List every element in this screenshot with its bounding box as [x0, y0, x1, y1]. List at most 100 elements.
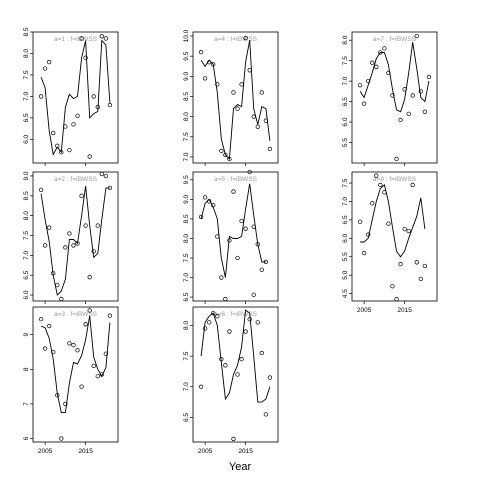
y-tick-label: 7.5: [183, 351, 190, 360]
y-tick-label: 7.5: [183, 253, 190, 262]
y-tick-label: 7.0: [342, 197, 349, 206]
observed-point: [361, 250, 367, 256]
observed-point: [38, 187, 44, 193]
observed-point: [59, 436, 64, 441]
observed-point: [247, 317, 252, 322]
observed-point: [406, 228, 411, 234]
observed-point: [107, 313, 113, 318]
observed-point: [79, 193, 84, 198]
panel-7: a=7 : f=IBWSS 5.5 6.0 6.5 7.0 7.5 8.0: [342, 31, 438, 166]
observed-point: [263, 259, 269, 265]
observed-point: [51, 349, 56, 355]
observed-point: [215, 82, 220, 87]
panel-2: a=2 : f=IBWSS 6.0 6.5 7.0 7.5 8.0 8.5 9.0: [23, 171, 119, 304]
observed-point: [99, 34, 104, 39]
observed-point: [406, 111, 411, 117]
panel-title: a=7 : f=IBWSS: [373, 36, 417, 43]
y-tick-label: 7.0: [183, 382, 190, 391]
observed-point: [55, 393, 60, 398]
observed-point: [51, 130, 56, 136]
panel-3: a=3 : f=IBWSS 6 7 8 9 2005 2015: [23, 306, 119, 455]
x-tick-label: 2015: [78, 448, 93, 455]
observed-point: [207, 320, 212, 325]
observed-point: [259, 267, 264, 272]
observed-point: [198, 50, 204, 55]
observed-point: [410, 93, 415, 98]
observed-point: [426, 74, 432, 80]
observed-point: [51, 271, 56, 276]
y-tick-label: 6.5: [183, 292, 190, 301]
observed-point: [357, 83, 363, 88]
observed-point: [414, 33, 419, 39]
y-tick-label: 8.0: [342, 35, 349, 44]
y-tick-label: 8: [23, 367, 30, 371]
observed-point: [259, 350, 264, 356]
y-tick-label: 4.5: [342, 289, 349, 298]
observed-point: [79, 36, 84, 41]
observed-point: [91, 249, 96, 254]
panel-title: a=8 : f=IBWSS: [373, 176, 417, 183]
observed-point: [235, 255, 240, 261]
observed-point: [211, 203, 216, 208]
y-tick-label: 7.5: [183, 132, 190, 141]
observed-point: [263, 412, 269, 417]
observed-point: [55, 143, 60, 148]
x-axis-label: Year: [229, 461, 252, 473]
y-tick-label: 7.5: [342, 56, 349, 65]
y-tick-label: 6.0: [342, 117, 349, 126]
y-tick-label: 9.5: [183, 175, 190, 184]
observed-point: [386, 70, 391, 76]
observed-point: [422, 263, 428, 269]
observed-point: [107, 102, 113, 108]
observed-point: [91, 94, 96, 99]
panel-frame: [351, 31, 438, 164]
observed-point: [239, 82, 244, 87]
observed-point: [219, 357, 224, 362]
y-tick-label: 8.0: [183, 234, 190, 243]
observed-point: [63, 245, 68, 250]
observed-point: [55, 282, 60, 288]
observed-point: [231, 189, 236, 194]
observed-point: [202, 326, 208, 331]
observed-point: [247, 169, 252, 175]
observed-point: [87, 275, 92, 280]
y-tick-label: 6.5: [342, 215, 349, 224]
observed-point: [227, 329, 232, 334]
observed-point: [38, 316, 44, 322]
y-tick-label: 6.5: [342, 97, 349, 106]
observed-point: [79, 384, 84, 389]
observed-point: [370, 201, 375, 206]
observed-point: [231, 436, 236, 442]
observed-point: [71, 342, 76, 348]
observed-point: [239, 357, 244, 362]
observed-point: [219, 275, 224, 280]
y-tick-label: 8.5: [183, 92, 190, 101]
y-tick-label: 8.5: [23, 27, 30, 36]
observed-point: [382, 190, 387, 195]
y-tick-label: 7.0: [342, 76, 349, 85]
observed-point: [95, 374, 100, 379]
panel-8: a=8 : f=IBWSS 4.5 5.0 5.5 6.0 6.5 7.0 7.5 2005 20…: [342, 171, 438, 314]
observed-point: [202, 195, 208, 200]
x-tick-label: 2015: [397, 307, 412, 314]
panel-title: a=6 : f=IBWSS: [214, 311, 258, 318]
observed-point: [83, 55, 88, 60]
y-tick-label: 9.0: [183, 194, 190, 203]
panel-title: a=1 : f=IBWSS: [54, 36, 98, 43]
y-tick-label: 5.5: [342, 252, 349, 261]
fit-line: [359, 42, 430, 113]
observed-point: [410, 182, 415, 188]
observed-point: [267, 375, 273, 380]
panel-title: a=2 : f=IBWSS: [54, 176, 98, 183]
observed-point: [251, 224, 256, 229]
observed-point: [378, 182, 383, 188]
y-tick-label: 8.0: [183, 321, 190, 330]
observed-point: [207, 60, 212, 65]
observed-point: [103, 351, 109, 356]
x-tick-label: 2005: [357, 307, 372, 314]
observed-point: [390, 284, 395, 289]
observed-point: [67, 231, 72, 236]
y-tick-label: 7.0: [183, 152, 190, 161]
y-tick-label: 6.0: [23, 290, 30, 299]
observed-point: [71, 243, 76, 248]
